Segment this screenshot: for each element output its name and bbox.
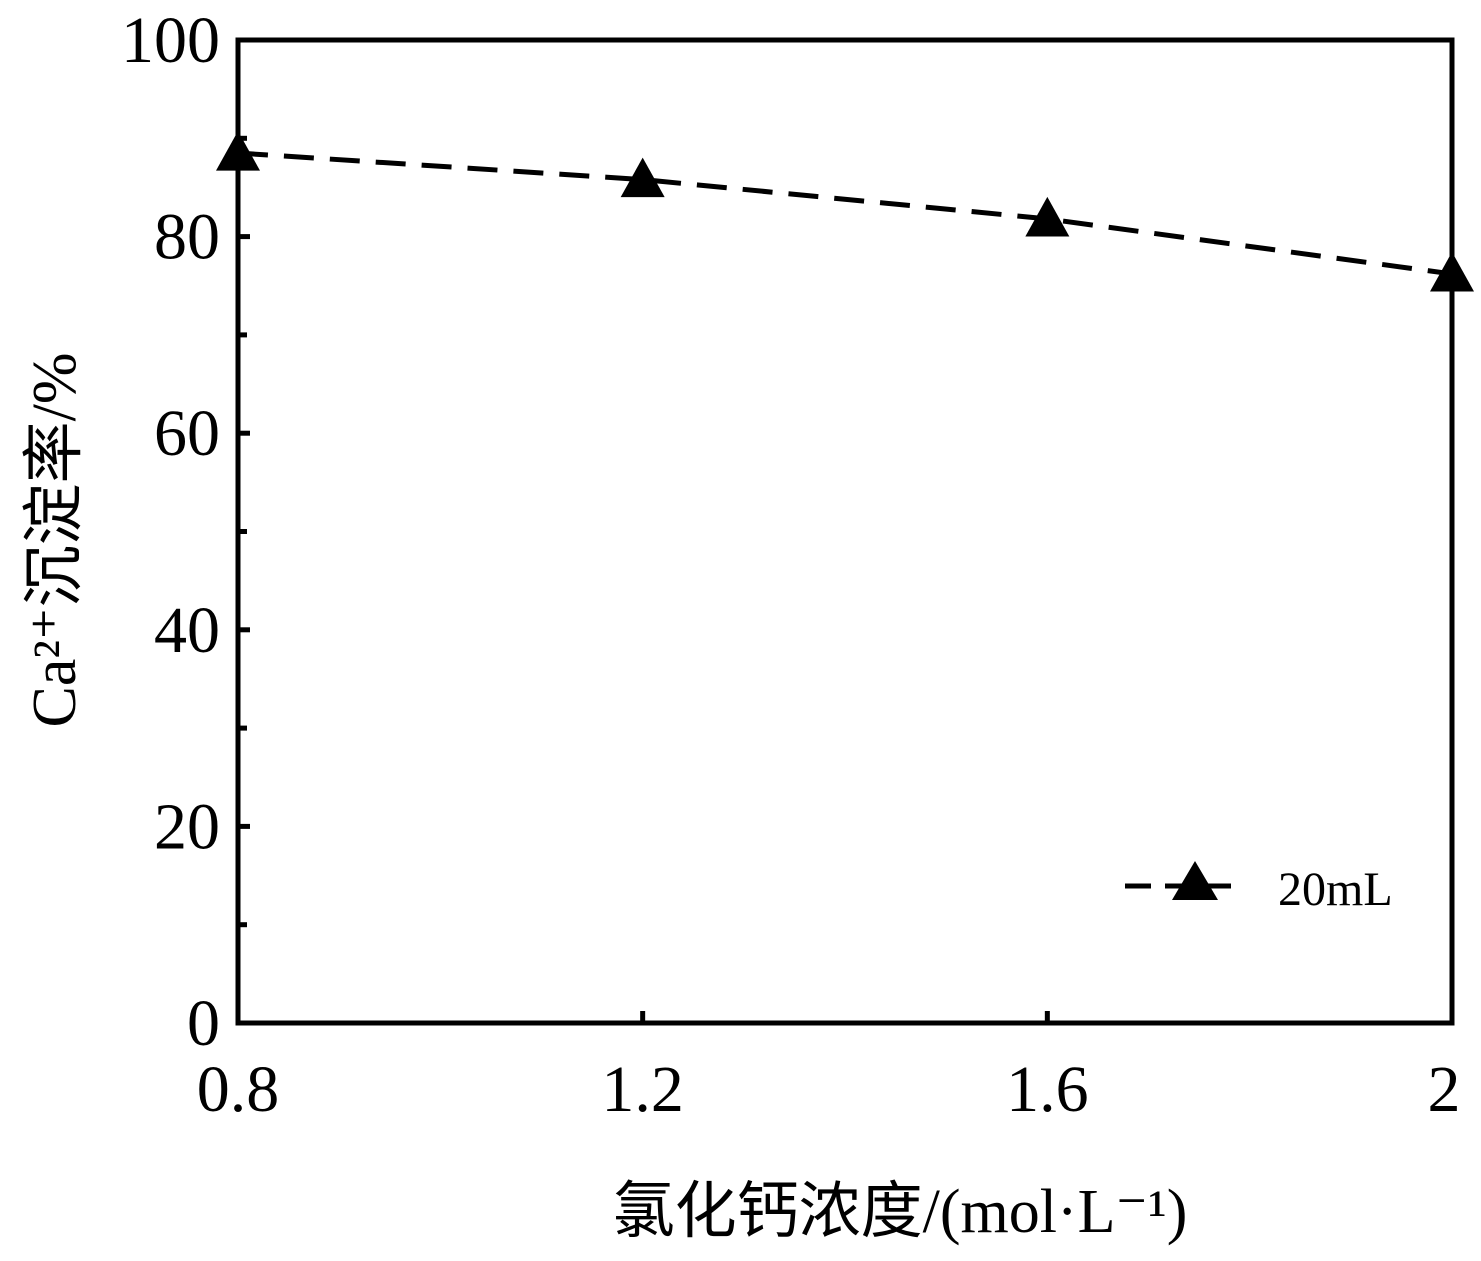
x-tick-label: 1.6 <box>1006 1053 1089 1126</box>
y-tick-label: 60 <box>154 397 220 470</box>
y-tick-label: 80 <box>154 201 220 274</box>
x-tick-label: 1.2 <box>601 1053 684 1126</box>
y-tick-label: 40 <box>154 594 220 667</box>
data-point-triangle <box>620 157 665 198</box>
data-point-triangle <box>1025 196 1070 237</box>
data-point-triangle <box>1430 251 1474 292</box>
ticks <box>235 37 1455 1026</box>
y-tick-label: 0 <box>187 987 220 1060</box>
axes <box>235 37 1455 1026</box>
x-tick-label: 2 <box>1428 1053 1461 1126</box>
x-tick-label: 0.8 <box>197 1053 280 1126</box>
y-axis-title: Ca²⁺沉淀率/% <box>21 352 89 727</box>
plot-frame <box>235 37 1455 1026</box>
legend: 20mL <box>1125 861 1393 916</box>
x-axis-title: 氯化钙浓度/(mol·L⁻¹) <box>613 1178 1188 1246</box>
y-tick-label: 100 <box>121 4 220 77</box>
data-point-triangle <box>216 131 260 171</box>
legend-label: 20mL <box>1278 863 1393 916</box>
tick-labels: 0 20 40 60 80 100 0.8 1.2 1.6 2 <box>121 4 1461 1126</box>
series-line <box>237 150 1453 277</box>
y-tick-label: 20 <box>154 790 220 863</box>
series <box>216 131 1474 292</box>
legend-marker-triangle-icon <box>1172 861 1218 900</box>
